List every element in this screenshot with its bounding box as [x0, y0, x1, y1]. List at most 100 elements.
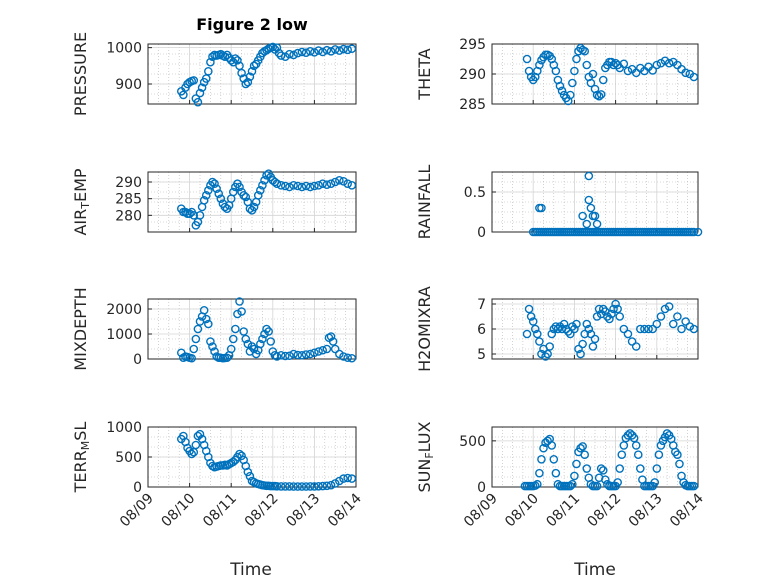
data-point	[235, 182, 244, 192]
data-point	[241, 192, 251, 202]
subplot-mixdepth: 0 1000 2000 MIXDEPTH	[71, 287, 357, 371]
data-point	[266, 337, 276, 346]
data-point	[318, 345, 328, 355]
data-point	[574, 344, 583, 354]
data-point	[633, 450, 643, 459]
data-point	[668, 319, 678, 329]
data-point	[592, 481, 602, 491]
data-point	[260, 329, 269, 339]
axes-border	[147, 298, 357, 360]
data-point	[636, 324, 645, 334]
data-point	[268, 42, 278, 52]
data-point	[318, 47, 328, 57]
x-tick-label: 08/10	[502, 491, 542, 531]
data-point	[289, 181, 298, 190]
data-point	[210, 347, 219, 356]
data-point	[347, 353, 357, 363]
data-point	[237, 451, 246, 461]
data-point	[617, 450, 627, 459]
x-tick-label: 08/12	[242, 491, 282, 531]
data-point	[543, 349, 552, 359]
data-point	[530, 481, 540, 490]
x-tick-label: 08/11	[543, 491, 583, 531]
data-point	[631, 342, 641, 351]
data-point	[557, 86, 567, 96]
data-point	[530, 324, 540, 334]
data-point	[226, 56, 236, 65]
data-point	[582, 319, 592, 329]
data-point	[644, 324, 653, 334]
y-tick-label: 500	[115, 450, 142, 466]
data-point	[199, 196, 209, 205]
data-point	[596, 90, 606, 99]
data-point	[584, 324, 594, 334]
data-point	[598, 304, 608, 314]
y-tick-label: 1000	[106, 420, 142, 436]
data-point	[664, 302, 674, 311]
subplot-h2omixra: 5 6 7 H2OMIXRA	[415, 286, 699, 372]
data-point	[584, 171, 594, 181]
data-point	[305, 482, 315, 491]
data-point	[249, 202, 259, 212]
data-point	[314, 181, 323, 190]
data-point	[656, 441, 666, 450]
data-point	[280, 181, 290, 191]
data-point	[285, 182, 294, 192]
data-point	[245, 204, 255, 213]
y-tick-label: 0	[133, 480, 142, 496]
subplot-terr-msl: 0 500 1000 08/09 08/10 08/11 08/12 08/13 08/14 TE…	[71, 420, 365, 530]
data-point	[322, 481, 332, 491]
data-point	[568, 479, 577, 489]
data-point	[301, 181, 311, 191]
data-point	[675, 459, 684, 469]
data-point	[189, 211, 199, 220]
data-point	[541, 352, 550, 361]
data-point	[276, 181, 286, 190]
y-axis-label: PRESSURE	[71, 32, 90, 116]
data-point	[310, 348, 319, 358]
figure-title: Figure 2 low	[196, 15, 308, 34]
subplot-rainfall: 0 0.5 RAINFALL	[415, 165, 703, 241]
data-point	[181, 207, 190, 217]
data-point	[322, 344, 332, 354]
data-point	[636, 464, 645, 473]
data-point	[572, 54, 581, 64]
data-point	[310, 482, 319, 491]
data-point	[347, 474, 357, 483]
data-point	[343, 45, 352, 55]
data-point	[586, 203, 596, 213]
data-point	[590, 211, 600, 221]
data-point	[326, 179, 336, 188]
data-point	[654, 450, 664, 459]
data-point	[293, 181, 303, 191]
data-point	[189, 76, 199, 85]
y-tick-label: 290	[459, 67, 486, 83]
data-point	[243, 339, 253, 349]
data-point	[588, 342, 598, 351]
data-point	[310, 48, 319, 57]
y-tick-label: 0.5	[464, 185, 486, 201]
data-point	[580, 450, 590, 459]
data-point	[314, 347, 323, 356]
data-point	[216, 194, 226, 203]
data-point	[570, 66, 579, 76]
data-point	[584, 195, 594, 205]
data-point	[582, 219, 592, 229]
data-point	[689, 481, 699, 491]
data-point	[335, 176, 344, 185]
data-point	[249, 344, 259, 354]
subplot-theta: 285 290 295 THETA	[415, 37, 699, 113]
data-point	[233, 309, 242, 319]
data-point	[335, 46, 344, 55]
data-point	[247, 66, 257, 76]
data-point	[243, 467, 253, 477]
data-point	[314, 46, 323, 55]
data-point	[293, 48, 303, 58]
data-point	[598, 466, 608, 475]
data-point	[619, 324, 629, 334]
axes-border	[491, 426, 699, 488]
data-point	[576, 349, 585, 359]
data-point	[201, 191, 211, 200]
data-point	[613, 304, 622, 314]
data-point	[522, 329, 532, 339]
